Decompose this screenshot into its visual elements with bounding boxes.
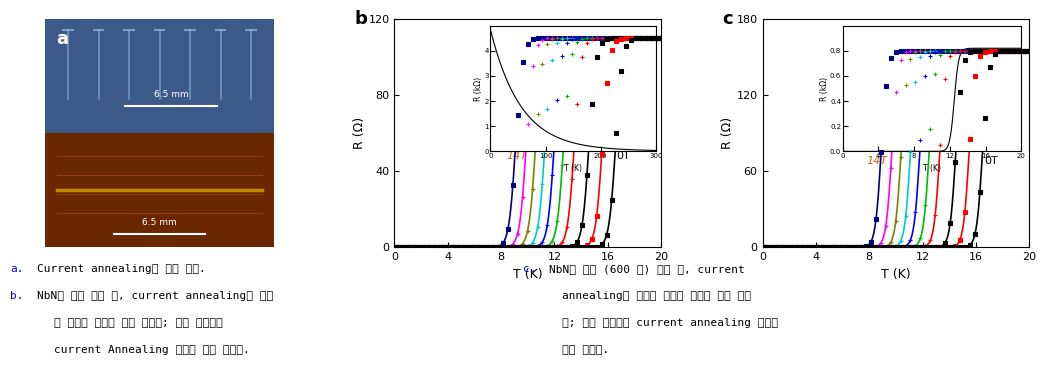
Text: c: c [722,10,734,28]
Text: 14T: 14T [507,151,528,161]
Text: a: a [56,30,69,48]
Text: NbN을 상온 증착 후, current annealing을 진행: NbN을 상온 증착 후, current annealing을 진행 [37,291,273,302]
Text: 프; 내부 그래프는 current annealing 이전의: 프; 내부 그래프는 current annealing 이전의 [562,318,779,328]
X-axis label: T (K): T (K) [513,268,542,281]
Text: annealing을 진행한 시료의 초전도 전이 그래: annealing을 진행한 시료의 초전도 전이 그래 [562,291,751,302]
Text: c.: c. [522,264,536,274]
X-axis label: T (K): T (K) [881,268,911,281]
Text: 한 시료의 초전도 전이 그래프; 내부 그래프는: 한 시료의 초전도 전이 그래프; 내부 그래프는 [54,318,223,328]
Bar [45,133,274,248]
Text: b.: b. [10,291,24,302]
Bar [45,19,274,133]
Text: Current annealing을 하는 사진.: Current annealing을 하는 사진. [37,264,205,274]
Text: current Annealing 이전의 상태 그래프.: current Annealing 이전의 상태 그래프. [54,345,250,355]
Y-axis label: R (Ω): R (Ω) [352,117,366,149]
Text: NbN을 고온 (600 ℃) 증착 후, current: NbN을 고온 (600 ℃) 증착 후, current [549,264,744,274]
Text: 상태 그래프.: 상태 그래프. [562,345,609,355]
Text: b: b [354,10,367,28]
Text: 0T: 0T [616,151,629,161]
Text: 6.5 mm: 6.5 mm [142,218,177,227]
Text: 6.5 mm: 6.5 mm [154,90,188,99]
Text: 0T: 0T [984,156,998,166]
Text: a.: a. [10,264,24,274]
Y-axis label: R (Ω): R (Ω) [721,117,734,149]
Text: 14T: 14T [866,156,887,166]
